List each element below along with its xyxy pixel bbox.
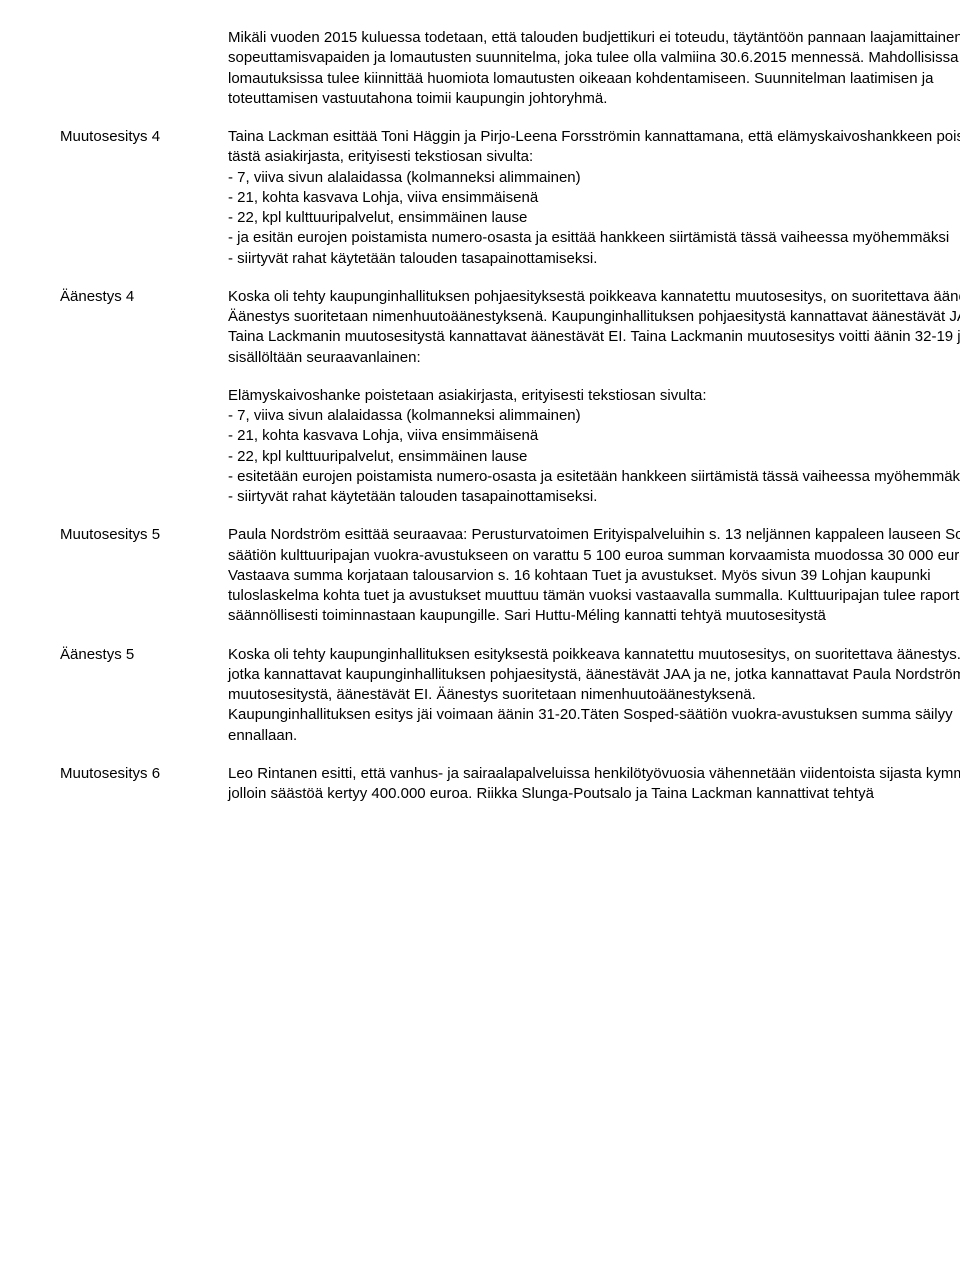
muutosesitys-5-content: Paula Nordström esittää seuraavaa: Perus… xyxy=(228,525,960,626)
aanestys-4-row: Äänestys 4 Koska oli tehty kaupunginhall… xyxy=(60,287,960,508)
m4-bullet-4: - ja esitän eurojen poistamista numero-o… xyxy=(228,228,960,248)
m4-bullet-2: - 21, kohta kasvava Lohja, viiva ensimmä… xyxy=(228,188,960,208)
muutosesitys-4-label: Muutosesitys 4 xyxy=(60,127,228,269)
m4-p1: Taina Lackman esittää Toni Häggin ja Pir… xyxy=(228,127,960,168)
intro-row: Mikäli vuoden 2015 kuluessa todetaan, et… xyxy=(60,28,960,109)
muutosesitys-5-label: Muutosesitys 5 xyxy=(60,525,228,626)
m4-bullet-1: - 7, viiva sivun alalaidassa (kolmanneks… xyxy=(228,168,960,188)
a5-p1: Koska oli tehty kaupunginhallituksen esi… xyxy=(228,645,960,706)
muutosesitys-6-content: Leo Rintanen esitti, että vanhus- ja sai… xyxy=(228,764,960,805)
a4-bullet-5: - siirtyvät rahat käytetään talouden tas… xyxy=(228,487,960,507)
m4-bullet-3: - 22, kpl kulttuuripalvelut, ensimmäinen… xyxy=(228,208,960,228)
m6-p1: Leo Rintanen esitti, että vanhus- ja sai… xyxy=(228,764,960,805)
a4-p1: Koska oli tehty kaupunginhallituksen poh… xyxy=(228,287,960,368)
intro-content: Mikäli vuoden 2015 kuluessa todetaan, et… xyxy=(228,28,960,109)
aanestys-4-content: Koska oli tehty kaupunginhallituksen poh… xyxy=(228,287,960,508)
aanestys-5-row: Äänestys 5 Koska oli tehty kaupunginhall… xyxy=(60,645,960,746)
intro-text: Mikäli vuoden 2015 kuluessa todetaan, et… xyxy=(228,28,960,109)
intro-label-spacer xyxy=(60,28,228,109)
muutosesitys-4-row: Muutosesitys 4 Taina Lackman esittää Ton… xyxy=(60,127,960,269)
a5-p2: Kaupunginhallituksen esitys jäi voimaan … xyxy=(228,705,960,746)
a4-bullet-3: - 22, kpl kulttuuripalvelut, ensimmäinen… xyxy=(228,447,960,467)
aanestys-5-content: Koska oli tehty kaupunginhallituksen esi… xyxy=(228,645,960,746)
muutosesitys-6-row: Muutosesitys 6 Leo Rintanen esitti, että… xyxy=(60,764,960,805)
aanestys-4-label: Äänestys 4 xyxy=(60,287,228,508)
muutosesitys-5-row: Muutosesitys 5 Paula Nordström esittää s… xyxy=(60,525,960,626)
aanestys-5-label: Äänestys 5 xyxy=(60,645,228,746)
a4-bullet-4: - esitetään eurojen poistamista numero-o… xyxy=(228,467,960,487)
m5-p1: Paula Nordström esittää seuraavaa: Perus… xyxy=(228,525,960,626)
a4-bullet-1: - 7, viiva sivun alalaidassa (kolmanneks… xyxy=(228,406,960,426)
muutosesitys-4-content: Taina Lackman esittää Toni Häggin ja Pir… xyxy=(228,127,960,269)
a4-p2: Elämyskaivoshanke poistetaan asiakirjast… xyxy=(228,386,960,406)
muutosesitys-6-label: Muutosesitys 6 xyxy=(60,764,228,805)
a4-bullet-2: - 21, kohta kasvava Lohja, viiva ensimmä… xyxy=(228,426,960,446)
m4-bullet-5: - siirtyvät rahat käytetään talouden tas… xyxy=(228,249,960,269)
